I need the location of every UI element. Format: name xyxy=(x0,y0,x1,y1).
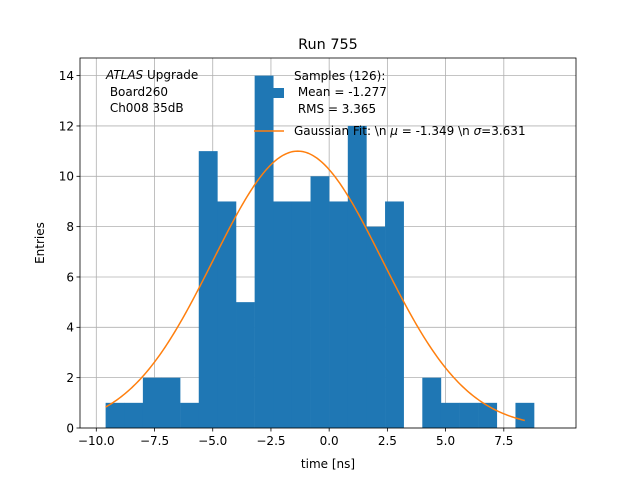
gaussian-fit-layer xyxy=(105,150,525,422)
x-tick-label: 0.0 xyxy=(320,434,339,448)
y-axis-label: Entries xyxy=(33,222,47,264)
x-tick-label: 2.5 xyxy=(378,434,397,448)
atlas-annotation-line-1: ATLAS Upgrade xyxy=(105,68,198,82)
legend-fit-sigma-symbol: σ xyxy=(474,124,482,138)
histogram-bar xyxy=(329,201,349,428)
x-tick-label: 5.0 xyxy=(436,434,455,448)
x-tick-label: −5.0 xyxy=(198,434,227,448)
histogram-bar xyxy=(273,201,293,428)
legend-fit-label: Gaussian Fit: \n μ = -1.349 \n σ=3.631 xyxy=(294,124,526,138)
gaussian-fit-curve xyxy=(105,150,525,422)
histogram-bar xyxy=(254,75,274,428)
chart-title: Run 755 xyxy=(298,37,358,53)
plot-frame xyxy=(79,57,577,429)
histogram-bar xyxy=(124,402,144,428)
x-axis-label: time [ns] xyxy=(301,457,355,471)
y-tick-label: 14 xyxy=(59,69,74,83)
legend-fit-sigma-value: =3.631 xyxy=(481,124,525,138)
y-tick-label: 4 xyxy=(66,321,74,335)
atlas-label: ATLAS xyxy=(105,68,144,82)
y-tick-label: 10 xyxy=(59,170,74,184)
y-tick-label: 8 xyxy=(66,220,74,234)
histogram-bars xyxy=(105,75,535,429)
histogram-bar xyxy=(161,377,181,428)
histogram-bar xyxy=(366,226,386,428)
x-tick-label: −2.5 xyxy=(256,434,285,448)
x-tick-label: 7.5 xyxy=(494,434,513,448)
y-tick-label: 0 xyxy=(66,421,74,435)
x-tick-label: −10.0 xyxy=(78,434,115,448)
histogram-bar xyxy=(142,377,162,428)
histogram-bar xyxy=(385,201,404,428)
channel-label: Ch008 35dB xyxy=(106,101,184,115)
histogram-bar xyxy=(180,402,200,428)
legend-mean-label: Mean = -1.277 xyxy=(294,85,387,99)
legend-fit-prefix: Gaussian Fit: \n xyxy=(294,124,390,138)
legend-rms-label: RMS = 3.365 xyxy=(294,102,376,116)
x-tick-label: −7.5 xyxy=(140,434,169,448)
legend-fit-mu-symbol: μ xyxy=(389,124,398,138)
histogram-bar xyxy=(515,402,535,428)
histogram-bar xyxy=(459,402,479,428)
upgrade-label: Upgrade xyxy=(143,68,198,82)
histogram-bar xyxy=(422,377,442,428)
histogram-bar xyxy=(217,201,237,428)
legend: Samples (126): Mean = -1.277 RMS = 3.365… xyxy=(254,69,526,138)
histogram-bar xyxy=(198,151,218,428)
histogram-bar xyxy=(236,302,255,428)
legend-fit-mu-value: = -1.349 \n xyxy=(398,124,474,138)
histogram-bar xyxy=(291,201,311,428)
board-label: Board260 xyxy=(106,85,168,99)
histogram-bar xyxy=(440,402,460,428)
histogram-bar xyxy=(105,402,125,428)
histogram-bar xyxy=(347,125,367,429)
histogram-bar xyxy=(310,176,330,428)
y-tick-label: 12 xyxy=(59,119,74,133)
y-tick-label: 6 xyxy=(66,270,74,284)
legend-samples-label: Samples (126): xyxy=(294,69,385,83)
legend-samples-swatch xyxy=(270,88,284,98)
axis-ticks: −10.0 −7.5 −5.0 −2.5 0.0 2.5 5.0 7.5 0 2 4 6 8 10 12 14 xyxy=(59,69,514,448)
y-tick-label: 2 xyxy=(66,371,74,385)
